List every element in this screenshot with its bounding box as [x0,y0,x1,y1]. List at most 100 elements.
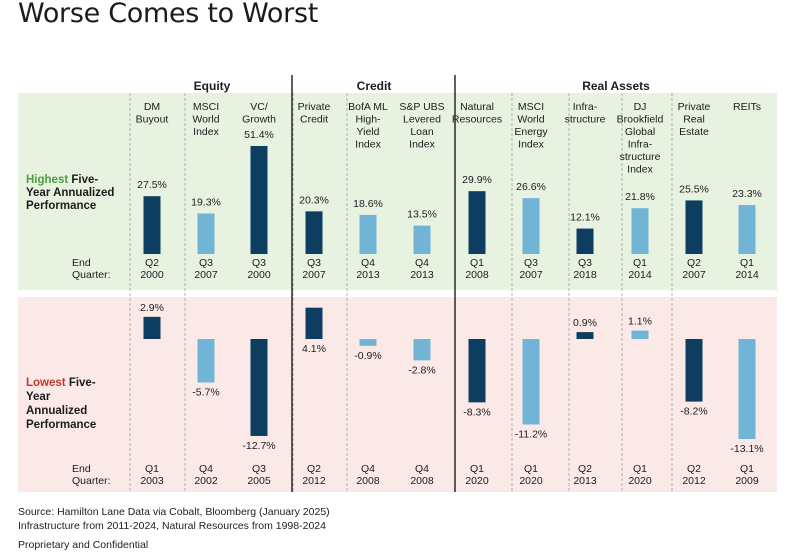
end-quarter-label: Quarter: [72,269,111,281]
highest-quarter: Q3 [199,257,213,269]
highest-quarter: Q1 [633,257,647,269]
highest-year: 2007 [682,269,706,281]
lowest-panel [18,297,777,492]
lowest-bar [143,316,161,339]
strategy-label: Levered [403,114,441,126]
page-title: Worse Comes to Worst [18,0,319,29]
strategy-label: Index [355,139,381,151]
strategy-label: World [192,114,219,126]
strategy-label: structure [565,114,606,126]
lowest-bar [413,339,431,361]
highest-year: 2014 [735,269,759,281]
strategy-label: World [517,114,544,126]
lowest-bar [197,339,215,383]
strategy-label: Index [518,139,544,151]
lowest-bar [359,339,377,346]
lowest-year: 2020 [519,475,543,487]
lowest-quarter: Q2 [307,463,321,475]
highest-bar [250,146,268,254]
confidential-footnote: Proprietary and Confidential [18,539,149,551]
strategy-label: MSCI [193,101,219,113]
lowest-value-label: 4.1% [302,343,326,355]
lowest-year: 2012 [682,475,706,487]
lowest-year: 2012 [302,475,326,487]
highest-quarter: Q3 [307,257,321,269]
strategy-label: Yield [357,126,380,138]
lowest-row-label: Annualized [26,405,87,417]
highest-quarter: Q1 [470,257,484,269]
lowest-bar [631,330,649,339]
lowest-bar [576,332,594,339]
strategy-label: Resources [452,114,502,126]
lowest-year: 2009 [735,475,759,487]
lowest-bar [522,339,540,425]
lowest-quarter: Q1 [524,463,538,475]
group-header-credit: Credit [357,79,392,93]
lowest-value-label: -5.7% [192,387,219,399]
strategy-label: Infra- [573,101,598,113]
lowest-year: 2013 [573,475,597,487]
strategy-label: Growth [242,114,276,126]
strategy-label: DJ [634,101,647,113]
strategy-label: REITs [733,101,761,113]
lowest-quarter: Q4 [415,463,429,475]
source-footnote: Source: Hamilton Lane Data via Cobalt, B… [18,506,330,518]
lowest-year: 2020 [628,475,652,487]
lowest-quarter: Q1 [740,463,754,475]
highest-value-label: 12.1% [570,212,600,224]
strategy-label: Natural [460,101,494,113]
lowest-quarter: Q4 [199,463,213,475]
highest-bar [305,211,323,254]
highest-value-label: 51.4% [244,129,274,141]
highest-bar [631,208,649,254]
lowest-year: 2005 [247,475,271,487]
lowest-year: 2008 [410,475,434,487]
lowest-value-label: -8.2% [680,406,707,418]
lowest-year: 2002 [194,475,218,487]
strategy-label: Real [683,114,705,126]
highest-bar [413,225,431,254]
lowest-year: 2020 [465,475,489,487]
lowest-quarter: Q2 [687,463,701,475]
lowest-year: 2008 [356,475,380,487]
strategy-label: Index [193,126,219,138]
highest-bar [576,228,594,254]
lowest-bar [305,307,323,339]
strategy-label: Buyout [136,114,169,126]
highest-value-label: 26.6% [516,181,546,193]
group-header-real-assets: Real Assets [582,79,650,93]
highest-bar [468,191,486,254]
highest-year: 2000 [247,269,271,281]
lowest-year: 2003 [140,475,164,487]
highest-year: 2007 [519,269,543,281]
highest-quarter: Q4 [361,257,375,269]
lowest-quarter: Q4 [361,463,375,475]
highest-quarter: Q2 [145,257,159,269]
highest-value-label: 20.3% [299,194,329,206]
lowest-value-label: -2.8% [408,364,435,376]
highest-value-label: 19.3% [191,196,221,208]
strategy-label: structure [620,151,661,163]
strategy-label: MSCI [518,101,544,113]
highest-bar [197,213,215,254]
highest-year: 2007 [194,269,218,281]
lowest-bar [738,339,756,439]
lowest-bar [685,339,703,402]
strategy-label: Index [409,139,435,151]
highest-quarter: Q3 [524,257,538,269]
lowest-value-label: 2.9% [140,302,164,314]
lowest-quarter: Q1 [145,463,159,475]
highest-value-label: 27.5% [137,179,167,191]
strategy-label: High- [355,114,381,126]
period-footnote: Infrastructure from 2011-2024, Natural R… [18,520,326,532]
highest-value-label: 18.6% [353,198,383,210]
lowest-value-label: -8.3% [463,406,490,418]
group-header-equity: Equity [194,79,231,93]
lowest-value-label: 0.9% [573,317,597,329]
lowest-value-label: -11.2% [515,428,548,440]
lowest-quarter: Q1 [470,463,484,475]
lowest-value-label: -12.7% [242,440,275,452]
highest-value-label: 13.5% [407,209,437,221]
strategy-label: VC/ [250,101,268,113]
highest-value-label: 21.8% [625,191,655,203]
